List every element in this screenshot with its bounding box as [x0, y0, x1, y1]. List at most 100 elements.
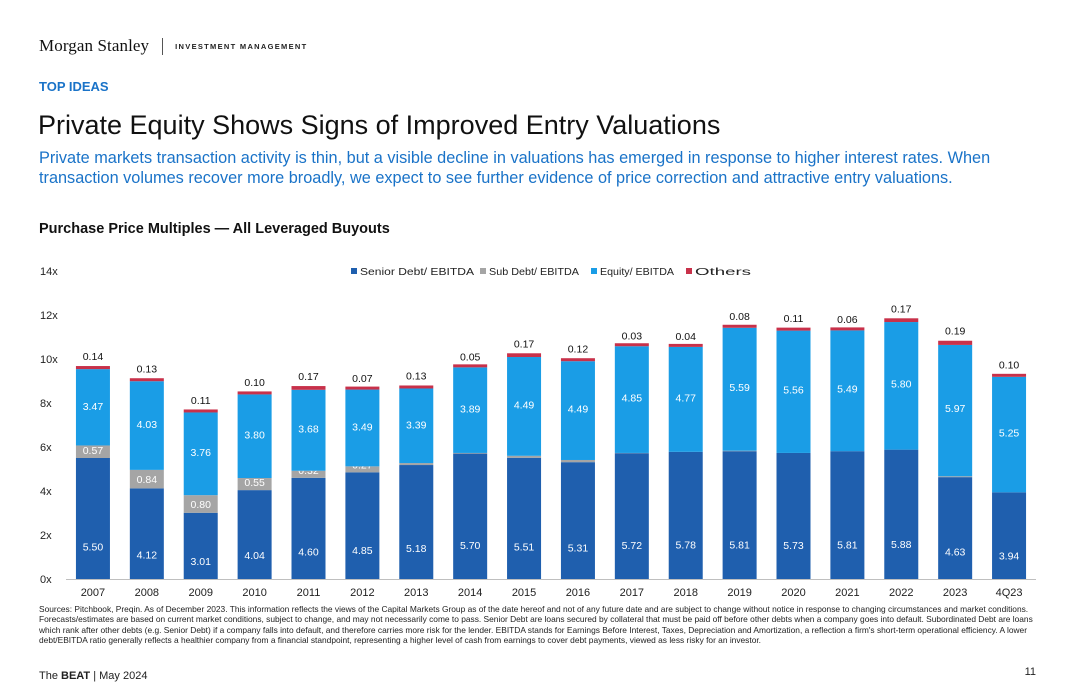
segment-value-label: 5.18 — [406, 543, 427, 555]
bar-segment — [776, 452, 811, 579]
bar-segment — [668, 343, 703, 347]
bar-segment — [237, 391, 272, 395]
segment-value-label: 4.12 — [137, 550, 158, 562]
segment-value-label: 0.55 — [244, 477, 265, 489]
bar-segment — [776, 330, 811, 453]
segment-value-label: 5.88 — [891, 539, 912, 551]
segment-value-label: 5.73 — [783, 540, 804, 552]
y-tick-label: 0x — [40, 574, 52, 586]
bar-segment — [75, 445, 110, 458]
bar-segment — [614, 453, 649, 579]
page-title: Private Equity Shows Signs of Improved E… — [38, 110, 721, 140]
source-notes: Sources: Pitchbook, Preqin. As of Decemb… — [39, 604, 1033, 645]
others-value-label: 0.17 — [298, 371, 319, 383]
bar-segment — [291, 389, 326, 471]
x-tick-label: 2018 — [673, 587, 697, 599]
bar-segment — [614, 343, 649, 347]
segment-value-label: 3.94 — [999, 551, 1020, 563]
others-value-label: 0.10 — [244, 377, 265, 389]
bar-segment — [453, 452, 488, 454]
others-value-label: 0.11 — [784, 313, 804, 325]
legend-swatch — [591, 268, 597, 274]
x-tick-label: 2014 — [458, 587, 482, 599]
x-tick-label: 2022 — [889, 587, 913, 599]
footer-publication: The BEAT | May 2024 — [39, 670, 147, 682]
bar-segment — [884, 449, 919, 579]
segment-value-label: 5.59 — [729, 382, 750, 394]
x-tick-label: 2013 — [404, 587, 428, 599]
bar-segment — [291, 470, 326, 478]
stacked-bar-chart: 0x 2x 4x 6x 8x 10x 12x 14x Senior Debt/ EBITDA Su… — [40, 266, 1036, 599]
footer-prefix: The — [39, 670, 62, 682]
bar-segment — [399, 463, 434, 466]
segment-value-label: 5.97 — [945, 403, 966, 415]
bar-segment — [722, 327, 757, 451]
section-label: TOP IDEAS — [39, 79, 109, 94]
legend-label: Sub Debt/ EBITDA — [489, 266, 579, 278]
bar-segment — [345, 472, 380, 579]
x-tick-label: 2023 — [943, 587, 967, 599]
segment-value-label: 5.81 — [837, 539, 858, 551]
bar-segment — [183, 512, 218, 579]
bar-segment — [345, 466, 380, 473]
bar-segment — [668, 346, 703, 452]
bar-segment — [75, 458, 110, 579]
bar-segment — [830, 330, 865, 452]
x-tick-label: 2011 — [297, 587, 321, 599]
bar-segment — [560, 459, 595, 463]
segment-value-label: 5.81 — [729, 539, 750, 551]
others-value-label: 0.04 — [676, 331, 697, 343]
segment-value-label: 4.49 — [568, 404, 589, 416]
others-value-label: 0.07 — [352, 373, 373, 385]
segment-value-label: 5.56 — [783, 384, 804, 396]
bar-segment — [992, 376, 1027, 493]
segment-value-label: 3.68 — [298, 424, 319, 436]
segment-value-label: 5.51 — [514, 541, 535, 553]
bar-segment — [129, 378, 164, 382]
bar-segment — [560, 361, 595, 460]
x-tick-label: 2021 — [835, 587, 859, 599]
bar-segment — [938, 477, 973, 579]
segment-value-label: 3.80 — [244, 430, 265, 442]
segment-value-label: 3.76 — [191, 447, 212, 459]
x-tick-label: 2007 — [81, 587, 105, 599]
others-value-label: 0.06 — [837, 314, 858, 326]
x-tick-label: 2019 — [727, 587, 751, 599]
bar-segment — [992, 492, 1027, 579]
x-tick-label: 2016 — [566, 587, 590, 599]
bar-segment — [560, 358, 595, 362]
bar-segment — [507, 353, 542, 358]
bar-segment — [830, 327, 865, 331]
segment-value-label: 5.70 — [460, 540, 481, 552]
brand-header: Morgan Stanley INVESTMENT MANAGEMENT — [39, 36, 307, 56]
y-tick-label: 12x — [40, 310, 58, 322]
bar-segment — [938, 476, 973, 478]
bar-segment — [722, 324, 757, 328]
segment-value-label: 4.04 — [244, 550, 265, 562]
legend-swatch — [480, 268, 486, 274]
segment-value-label: 4.03 — [137, 419, 158, 431]
others-value-label: 0.13 — [406, 371, 427, 383]
others-value-label: 0.17 — [891, 303, 912, 315]
bar-segment — [614, 346, 649, 453]
x-tick-label: 2009 — [188, 587, 212, 599]
bar-segment — [507, 455, 542, 458]
bar-segment — [507, 457, 542, 579]
x-tick-label: 2008 — [135, 587, 159, 599]
y-tick-label: 10x — [40, 354, 58, 366]
others-value-label: 0.17 — [514, 338, 535, 350]
bar-segment — [453, 367, 488, 453]
segment-value-label: 4.85 — [352, 545, 373, 557]
bar-segment — [776, 327, 811, 331]
segment-value-label: 0.57 — [83, 445, 104, 457]
bar-segment — [938, 340, 973, 345]
bar-segment — [291, 477, 326, 579]
brand-divider — [162, 37, 164, 55]
segment-value-label: 5.72 — [622, 540, 643, 552]
bar-segment — [129, 469, 164, 489]
chart-title: Purchase Price Multiples — All Leveraged… — [39, 221, 390, 237]
segment-value-label: 5.49 — [837, 383, 858, 395]
segment-value-label: 0.80 — [191, 499, 212, 511]
bar-segment — [75, 369, 110, 446]
segment-value-label: 5.31 — [568, 542, 589, 554]
